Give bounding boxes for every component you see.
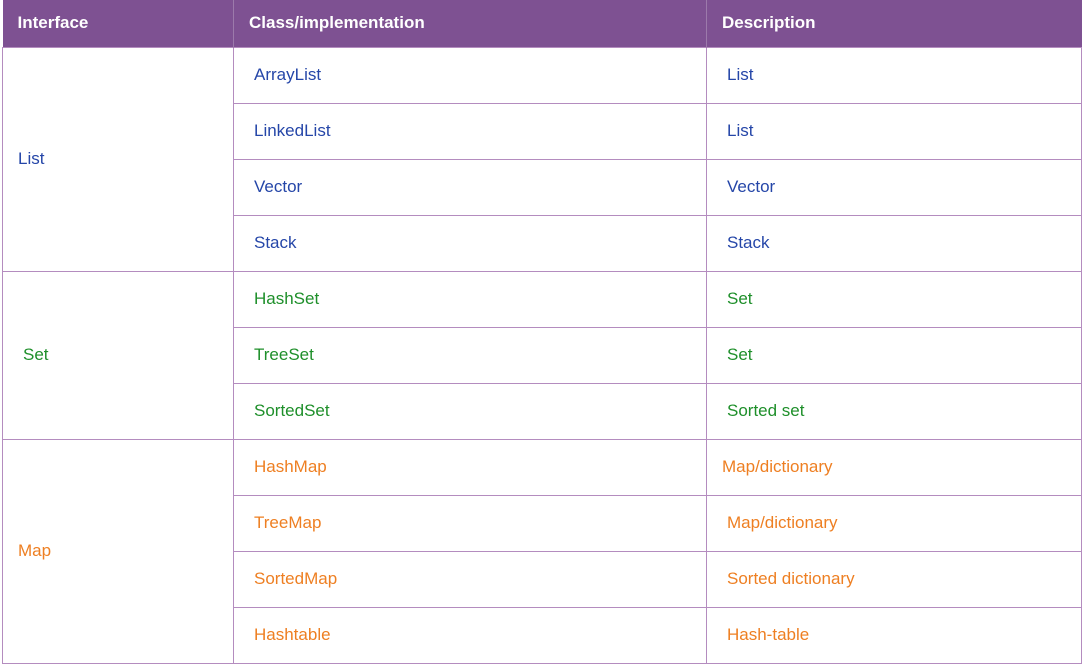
header-interface: Interface (2, 0, 234, 47)
impl-cell: TreeSet (233, 326, 707, 384)
impl-cell: Hashtable (233, 606, 707, 664)
table-row: TreeSet Set (3, 326, 1082, 384)
desc-cell: Map/dictionary (706, 438, 1082, 496)
interface-cell-map: Map (2, 438, 234, 664)
impl-cell: HashSet (233, 270, 707, 328)
table-row: Vector Vector (3, 158, 1082, 216)
impl-cell: Stack (233, 214, 707, 272)
table-body: List ArrayList List LinkedList List Vect… (2, 46, 1082, 664)
table-row: LinkedList List (3, 102, 1082, 160)
desc-cell: Hash-table (706, 606, 1082, 664)
impl-cell: ArrayList (233, 46, 707, 104)
desc-cell: Set (706, 326, 1082, 384)
desc-cell: Stack (706, 214, 1082, 272)
desc-cell: List (706, 46, 1082, 104)
desc-cell: Sorted dictionary (706, 550, 1082, 608)
table-row: Stack Stack (3, 214, 1082, 272)
table-row: List ArrayList List (2, 46, 1082, 272)
table-header: Interface Class/implementation Descripti… (2, 0, 1082, 47)
desc-cell: Sorted set (706, 382, 1082, 440)
table-row: SortedMap Sorted dictionary (3, 550, 1082, 608)
impl-cell: LinkedList (233, 102, 707, 160)
header-class-implementation: Class/implementation (233, 0, 707, 47)
table-row: Map HashMap Map/dictionary (2, 438, 1082, 664)
header-description: Description (706, 0, 1082, 47)
desc-cell: Map/dictionary (706, 494, 1082, 552)
table-row: Hashtable Hash-table (3, 606, 1082, 664)
impl-cell: HashMap (233, 438, 707, 496)
impl-cell: TreeMap (233, 494, 707, 552)
table-row: TreeMap Map/dictionary (3, 494, 1082, 552)
desc-cell: List (706, 102, 1082, 160)
interface-cell-list: List (2, 46, 234, 272)
desc-cell: Set (706, 270, 1082, 328)
header-row: Interface Class/implementation Descripti… (2, 0, 1082, 47)
table-row: SortedSet Sorted set (3, 382, 1082, 440)
interface-cell-set: Set (2, 270, 234, 440)
impl-cell: Vector (233, 158, 707, 216)
impl-cell: SortedMap (233, 550, 707, 608)
table-row: Set HashSet Set (2, 270, 1082, 440)
desc-cell: Vector (706, 158, 1082, 216)
impl-cell: SortedSet (233, 382, 707, 440)
